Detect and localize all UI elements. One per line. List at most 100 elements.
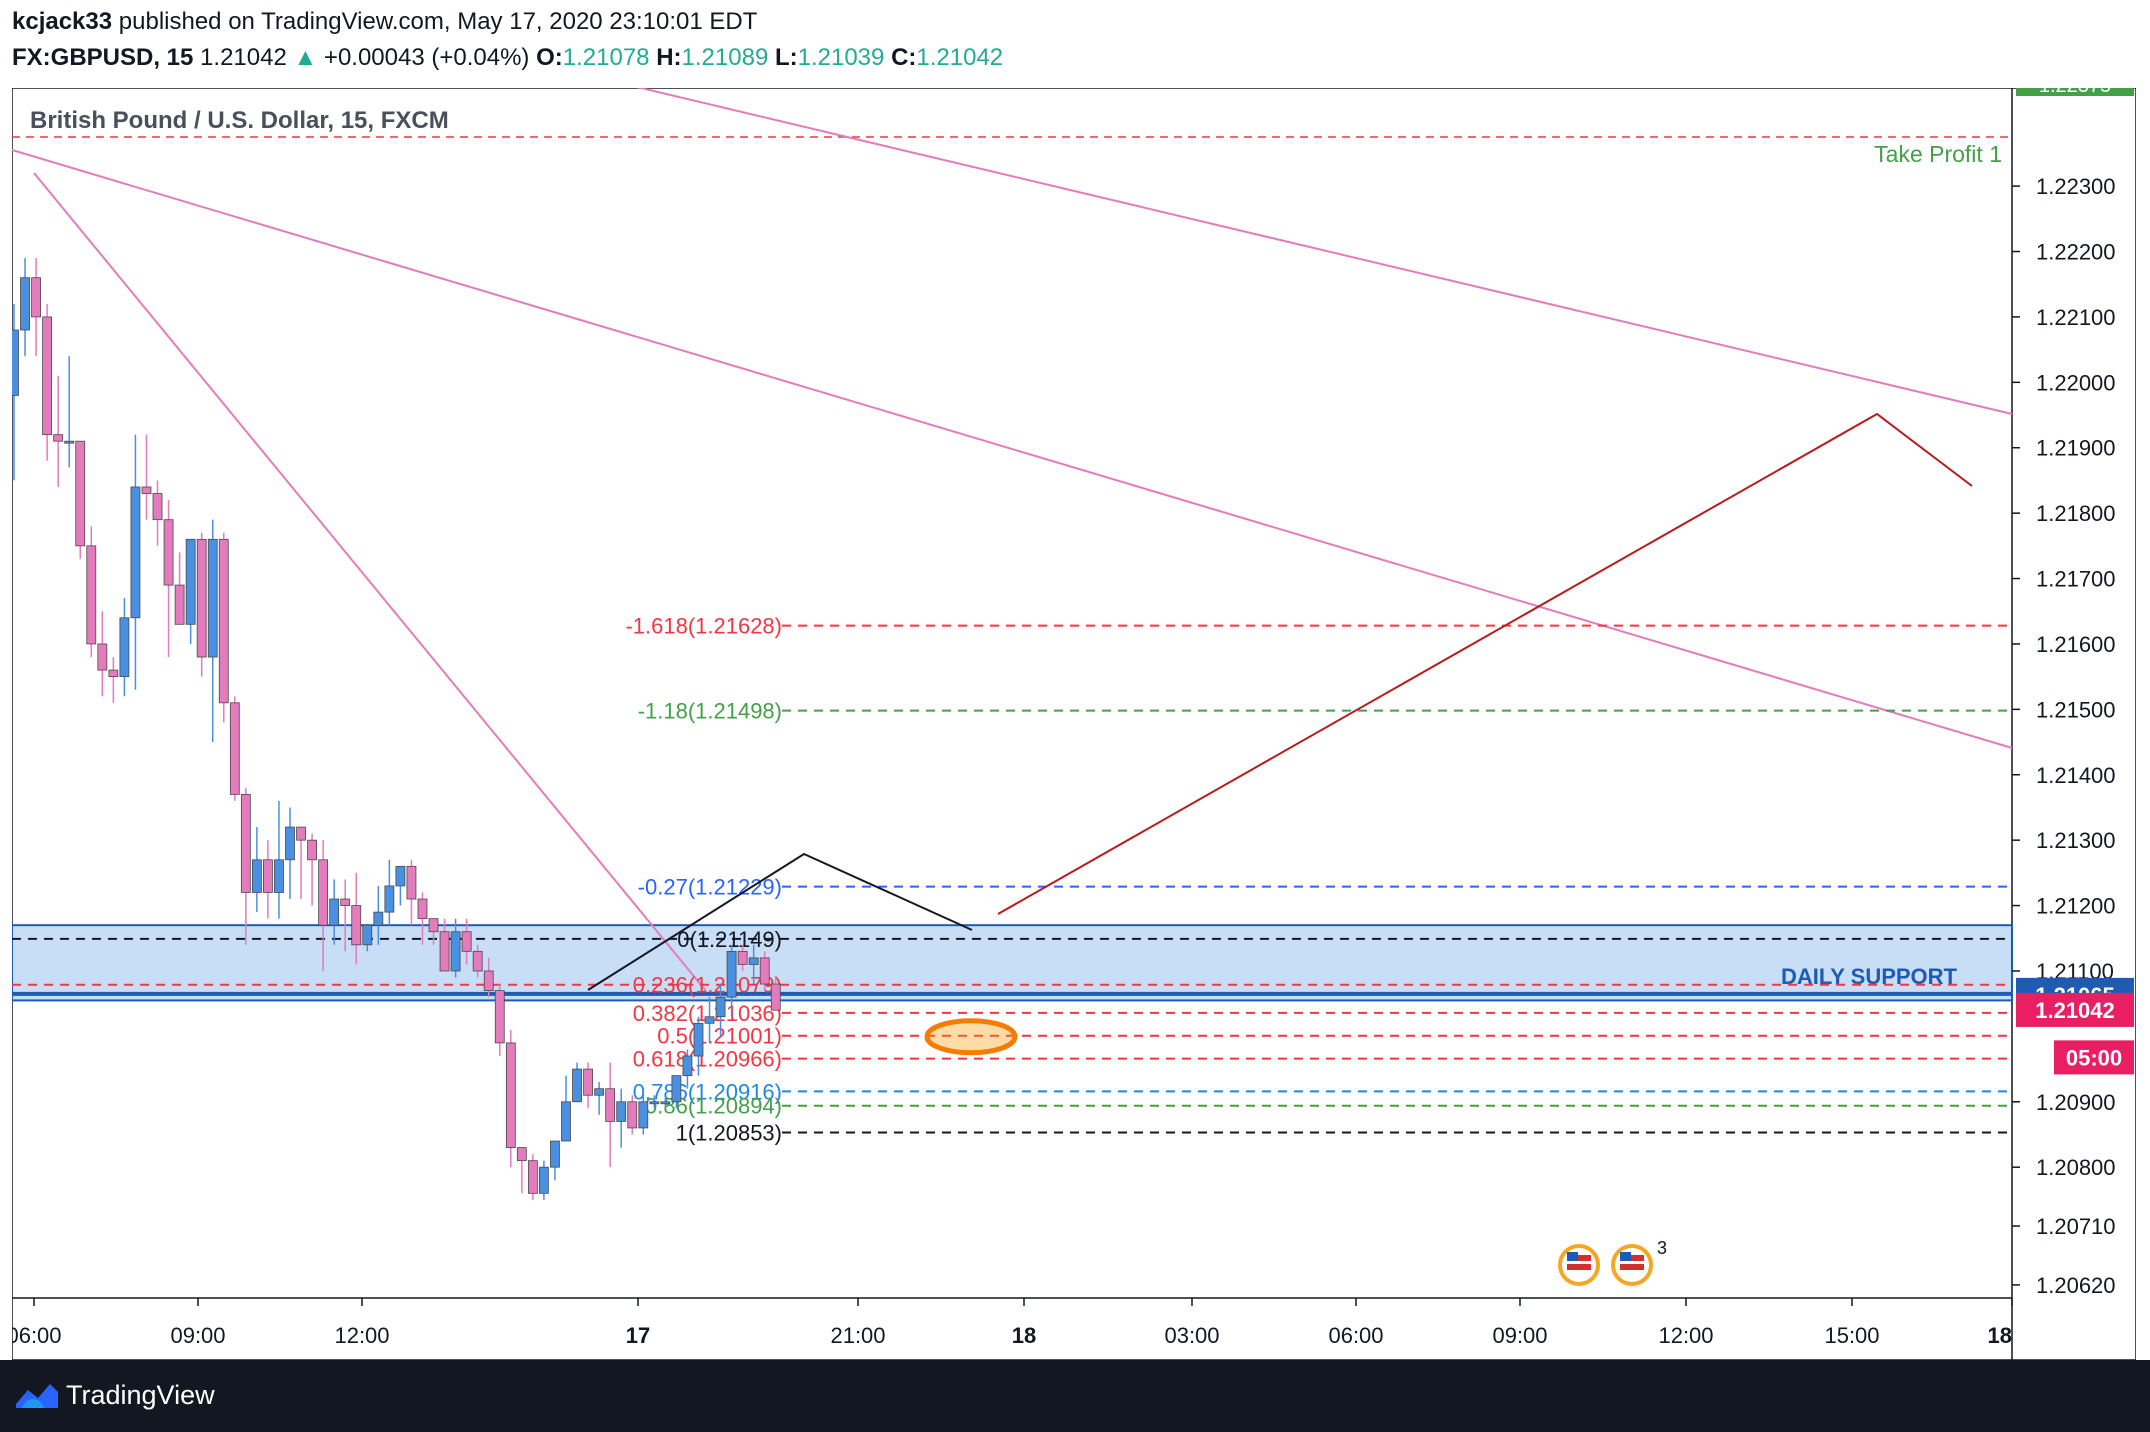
projection-line — [997, 412, 1973, 915]
footer-bar: TradingView — [0, 1360, 2150, 1432]
price-change: +0.00043 (+0.04%) — [323, 44, 530, 71]
candle-body — [505, 1042, 516, 1148]
trend-line — [556, 67, 2013, 415]
chart-title: British Pound / U.S. Dollar, 15, FXCM — [30, 107, 449, 134]
fib-level-label: 0.5(1.21001) — [657, 1024, 782, 1049]
symbol-label: FX:GBPUSD, 15 — [12, 44, 194, 71]
x-axis-label: 18 — [1012, 1323, 1036, 1348]
candle-body — [539, 1166, 549, 1194]
candle-body — [682, 1055, 693, 1077]
y-axis-label: 1.21400 — [2036, 763, 2116, 788]
fib-level-label: -1.618(1.21628) — [625, 614, 782, 639]
fib-level-label: 1(1.20853) — [676, 1121, 782, 1146]
fib-level-label: -0.27(1.21229) — [638, 875, 782, 900]
x-axis-label: 15:00 — [1824, 1323, 1879, 1348]
candle-body — [770, 983, 781, 1011]
candle-body — [550, 1140, 560, 1168]
candle-body — [64, 440, 75, 444]
x-axis-label: 18 — [1988, 1323, 2012, 1348]
y-axis-label: 1.21600 — [2036, 632, 2116, 657]
x-axis-label: 06:00 — [1328, 1323, 1383, 1348]
candle-body — [759, 957, 770, 985]
publish-line: kcjack33 published on TradingView.com, M… — [12, 8, 757, 36]
candle-body — [660, 1101, 671, 1105]
candle-body — [516, 1147, 527, 1162]
candle-body — [693, 1022, 704, 1057]
candle-body — [527, 1160, 538, 1194]
open-label: O: — [536, 44, 563, 71]
candle-body — [384, 885, 395, 913]
candle-body — [285, 826, 295, 861]
price-badge — [2054, 1040, 2134, 1075]
y-axis-label: 1.21300 — [2036, 828, 2116, 853]
candle-body — [494, 990, 505, 1044]
candle-body — [174, 584, 185, 625]
y-axis-label: 1.20800 — [2036, 1155, 2116, 1180]
candle-body — [351, 905, 362, 946]
candle-body — [561, 1101, 571, 1142]
y-axis-label: 1.22200 — [2036, 240, 2116, 265]
chart-area[interactable]: DAILY SUPPORT Take Profit 1 -1.618(1.21628… — [0, 67, 2137, 1361]
tradingview-brand[interactable]: TradingView — [66, 1380, 215, 1410]
support-zone — [11, 924, 2013, 1002]
y-axis-label: 1.22100 — [2036, 305, 2116, 330]
candle-body — [251, 859, 262, 893]
candle-body — [296, 826, 306, 841]
candle-body — [450, 931, 461, 972]
x-axis-label: 17 — [626, 1323, 650, 1348]
candle-body — [594, 1088, 605, 1096]
candle-body — [9, 329, 19, 396]
candle-body — [307, 839, 317, 861]
candle-body — [715, 996, 726, 1018]
highlight-ellipse — [924, 1018, 1018, 1056]
candle-body — [373, 911, 384, 926]
candle-body — [53, 434, 64, 442]
candle-body — [263, 859, 273, 893]
event-count-badge: 3 — [1657, 1238, 1667, 1258]
close-value: 1.21042 — [916, 44, 1004, 71]
change-arrow-icon: ▲ — [293, 44, 318, 71]
author-name[interactable]: kcjack33 — [12, 8, 113, 35]
candle-body — [329, 898, 340, 926]
fib-level-label: 0.618(1.20966) — [633, 1047, 782, 1072]
high-label: H: — [656, 44, 682, 71]
candle-body — [627, 1101, 638, 1129]
tradingview-logo-icon[interactable] — [14, 1378, 60, 1410]
us-flag-icon — [1567, 1255, 1591, 1261]
x-axis-label: 12:00 — [334, 1323, 389, 1348]
y-axis-label: 1.22000 — [2036, 370, 2116, 395]
trend-line — [33, 172, 707, 992]
candle-body — [185, 538, 196, 625]
candle-body — [163, 519, 174, 586]
y-axis-label: 1.21800 — [2036, 501, 2116, 526]
price-badge-text: 1.21042 — [2035, 998, 2115, 1023]
fib-level-label: 0(1.21149) — [677, 927, 782, 952]
candle-body — [152, 493, 163, 521]
candle-body — [340, 898, 351, 906]
low-label: L: — [774, 44, 798, 71]
take-profit-badge-text: 1.22375 — [2039, 88, 2111, 97]
price-axis — [2012, 88, 2136, 1360]
low-value: 1.21039 — [797, 44, 885, 71]
y-axis-label: 1.21900 — [2036, 436, 2116, 461]
candle-body — [75, 440, 86, 547]
candle-body — [406, 865, 417, 900]
candle-body — [461, 931, 472, 952]
candle-body — [605, 1088, 616, 1122]
candle-body — [671, 1075, 682, 1103]
candle-body — [638, 1101, 649, 1129]
close-label: C: — [891, 44, 917, 71]
candle-body — [472, 950, 483, 972]
candle-body — [42, 316, 53, 436]
take-profit-label: Take Profit 1 — [1874, 141, 2002, 167]
us-flag-icon — [1620, 1252, 1631, 1261]
x-axis-label: 03:00 — [1164, 1323, 1219, 1348]
fib-level-label: 0.786(1.20916) — [633, 1079, 782, 1104]
candle-body — [572, 1068, 582, 1103]
y-axis-label: 1.21500 — [2036, 697, 2116, 722]
high-value: 1.21089 — [681, 44, 769, 71]
x-axis-label: 21:00 — [830, 1323, 885, 1348]
y-axis-label: 1.21200 — [2036, 894, 2116, 919]
fib-level-label: -1.18(1.21498) — [638, 699, 782, 724]
